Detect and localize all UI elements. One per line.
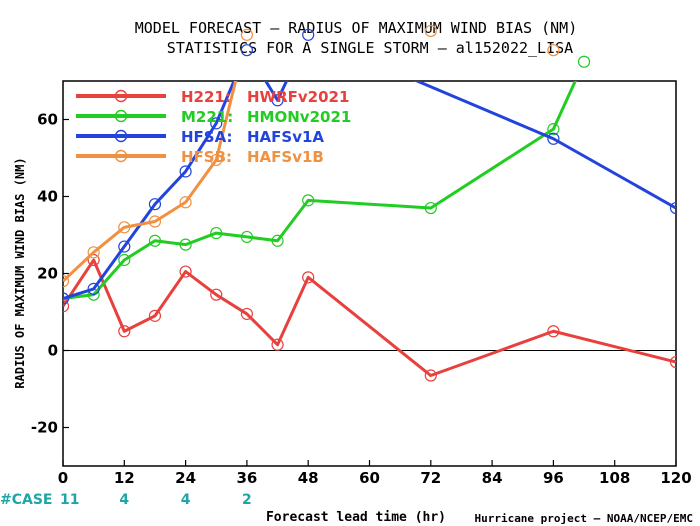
data-point-hmonv2021 xyxy=(240,230,253,244)
overflow-markers xyxy=(240,24,591,68)
data-point-hmonv2021 xyxy=(179,238,192,251)
data-point-hafsv1b xyxy=(424,24,437,38)
y-tick-label: 0 xyxy=(48,342,58,360)
x-tick-label: 96 xyxy=(543,469,564,487)
x-tick-label: 108 xyxy=(599,469,630,487)
data-point-hwrfv2021 xyxy=(271,338,284,351)
legend-desc-hafsv1a: HAFSv1A xyxy=(247,128,324,146)
x-tick-label: 12 xyxy=(114,469,135,487)
legend-desc-hmonv2021: HMONv2021 xyxy=(247,108,351,126)
data-point-hafsv1a xyxy=(118,240,131,253)
legend-desc-hafsv1b: HAFSv1B xyxy=(247,148,324,166)
legend: H221: HWRFv2021 M221: HMONv2021 HFSA: HAFSv1A… xyxy=(76,88,351,166)
data-point-hmonv2021 xyxy=(148,234,162,247)
data-point-hwrfv2021 xyxy=(669,355,676,369)
data-point-hafsv1b xyxy=(63,275,70,288)
case-count: 2 xyxy=(242,492,252,508)
x-tick-label: 72 xyxy=(420,469,441,487)
data-point-hwrfv2021 xyxy=(179,265,192,278)
legend-marker-hmonv2021 xyxy=(114,109,128,123)
y-tick-label: 40 xyxy=(37,188,58,206)
data-point-hafsv1b xyxy=(210,153,223,167)
chart-title-line1: MODEL FORECAST – RADIUS OF MAXIMUM WIND … xyxy=(135,19,578,37)
legend-marker-hwrfv2021 xyxy=(114,89,128,103)
series-line-hafsv1a xyxy=(63,81,676,300)
data-point-hwrfv2021 xyxy=(424,369,437,382)
data-point-hafsv1b xyxy=(547,44,560,57)
data-point-hmonv2021 xyxy=(547,123,560,136)
x-tick-label: 36 xyxy=(236,469,257,487)
data-point-hwrfv2021 xyxy=(63,300,70,313)
x-axis-ticks: 0 12 24 36 48 60 72 84 96 108 120 xyxy=(58,460,692,487)
x-tick-label: 84 xyxy=(482,469,503,487)
series-line-hafsv1b xyxy=(63,81,238,283)
case-label: #CASE xyxy=(0,492,53,508)
data-point-hwrfv2021 xyxy=(302,271,315,284)
data-point-hafsv1b xyxy=(118,221,131,234)
data-point-hmonv2021 xyxy=(118,253,131,267)
data-point-hwrfv2021 xyxy=(240,307,253,321)
series-layer xyxy=(63,81,676,382)
legend-name-hafsv1a: HFSA: xyxy=(181,128,233,146)
x-tick-label: 0 xyxy=(58,469,68,487)
plot-frame xyxy=(62,80,677,467)
data-point-hafsv1a xyxy=(547,132,560,145)
series-line-hmonv2021 xyxy=(63,81,577,301)
y-tick-label: -20 xyxy=(31,419,58,437)
data-point-hafsv1a xyxy=(148,198,162,211)
data-point-hwrfv2021 xyxy=(148,309,162,322)
credit-text: Hurricane project – NOAA/NCEP/EMC xyxy=(474,512,693,525)
y-axis-ticks: -20 0 20 40 60 xyxy=(31,111,69,437)
data-point-hafsv1b xyxy=(148,215,162,228)
data-point-hafsv1a xyxy=(210,117,223,130)
data-point-hmonv2021 xyxy=(210,226,223,240)
legend-marker-hafsv1b xyxy=(114,149,128,163)
y-tick-label: 60 xyxy=(37,111,58,129)
data-point-hafsv1b xyxy=(179,196,192,209)
data-point-hafsv1a xyxy=(302,28,315,41)
legend-marker-hafsv1a xyxy=(114,129,128,143)
chart-title-line2: STATISTICS FOR A SINGLE STORM – al152022… xyxy=(167,39,573,57)
data-point-hafsv1a xyxy=(669,201,676,215)
data-point-hmonv2021 xyxy=(302,194,315,207)
series-line-hwrfv2021 xyxy=(63,258,676,378)
legend-name-hmonv2021: M221: xyxy=(181,108,233,126)
case-count: 4 xyxy=(119,492,129,508)
data-point-hwrfv2021 xyxy=(210,288,223,301)
legend-name-hwrfv2021: H221: xyxy=(181,88,231,106)
data-point-hmonv2021 xyxy=(271,234,284,247)
y-tick-label: 20 xyxy=(37,265,58,283)
x-tick-label: 60 xyxy=(359,469,380,487)
x-axis-label: Forecast lead time (hr) xyxy=(266,510,446,525)
case-count-row: #CASE 11 4 4 2 xyxy=(0,492,252,508)
case-count: 4 xyxy=(181,492,191,508)
data-point-hafsv1a xyxy=(87,282,100,295)
data-point-hmonv2021 xyxy=(424,201,437,215)
case-count: 11 xyxy=(60,492,79,508)
data-point-hafsv1a xyxy=(63,292,70,305)
y-axis-label: RADIUS OF MAXIMUM WIND BIAS (NM) xyxy=(13,157,27,388)
legend-desc-hwrfv2021: HWRFv2021 xyxy=(247,88,349,106)
x-tick-label: 48 xyxy=(298,469,319,487)
data-point-hmonv2021 xyxy=(577,55,591,68)
data-point-hafsv1a xyxy=(271,94,284,107)
data-point-hafsv1b xyxy=(87,246,100,259)
data-point-hwrfv2021 xyxy=(118,325,131,338)
data-point-hafsv1a xyxy=(179,165,192,178)
legend-name-hafsv1b: HFSB: xyxy=(181,148,232,166)
x-tick-label: 120 xyxy=(660,469,691,487)
data-point-hwrfv2021 xyxy=(547,325,560,338)
data-point-hwrfv2021 xyxy=(87,253,100,267)
data-point-hafsv1a xyxy=(240,44,253,57)
data-point-hafsv1b xyxy=(240,28,253,41)
x-tick-label: 24 xyxy=(175,469,196,487)
